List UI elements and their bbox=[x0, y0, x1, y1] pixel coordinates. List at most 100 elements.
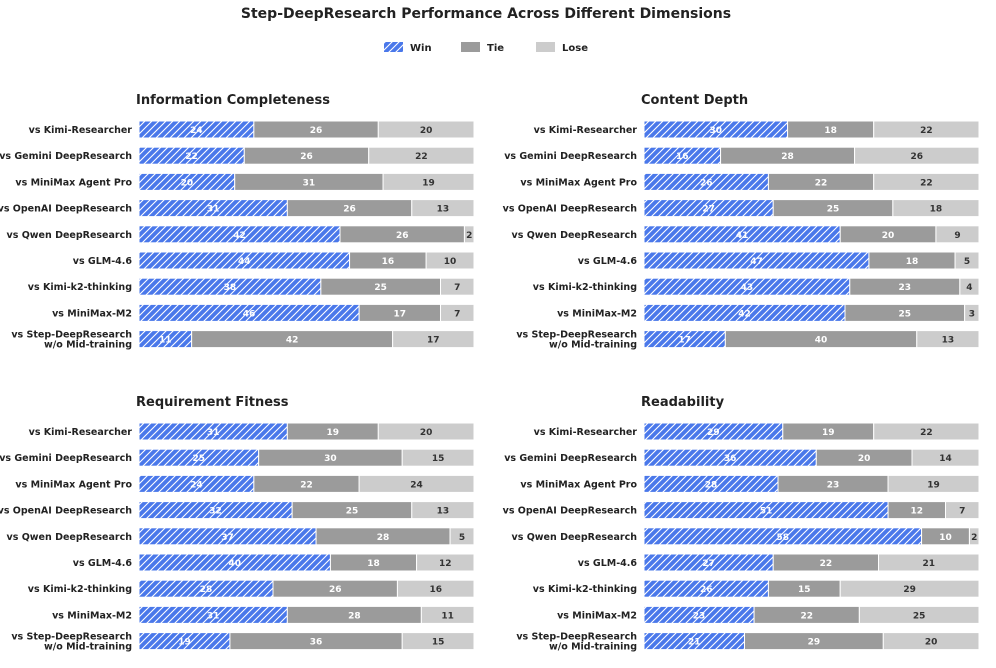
value-label-win: 42 bbox=[233, 231, 246, 241]
bar-segment-lose bbox=[401, 632, 475, 651]
bar-segment-lose bbox=[911, 448, 980, 467]
value-label-tie: 40 bbox=[815, 336, 828, 346]
bar-segment-lose bbox=[878, 553, 980, 572]
value-label-tie: 17 bbox=[394, 309, 407, 319]
value-label-tie: 18 bbox=[367, 559, 380, 569]
bar-row: vs Kimi-k2-thinking 26 15 29 bbox=[533, 579, 980, 598]
value-label-lose: 16 bbox=[429, 585, 442, 595]
category-label: vs Kimi-Researcher bbox=[534, 427, 638, 438]
category-label: vs MiniMax Agent Pro bbox=[520, 479, 637, 490]
value-label-win: 41 bbox=[736, 231, 749, 241]
legend-item-lose: Lose bbox=[536, 42, 588, 54]
value-label-win: 43 bbox=[741, 283, 754, 293]
value-label-win: 38 bbox=[224, 283, 237, 293]
category-label: vs Step-DeepResearch w/o Mid-training bbox=[516, 632, 637, 653]
bar-row: vs Kimi-Researcher 30 18 22 bbox=[534, 120, 980, 139]
value-label-tie: 26 bbox=[300, 152, 313, 162]
bar-segment-lose bbox=[854, 146, 980, 165]
category-label: vs OpenAI DeepResearch bbox=[0, 506, 132, 517]
value-label-tie: 25 bbox=[346, 507, 359, 517]
category-label: vs Gemini DeepResearch bbox=[0, 151, 132, 162]
value-label-tie: 26 bbox=[396, 231, 409, 241]
bar-row: vs Gemini DeepResearch 25 30 15 bbox=[0, 448, 475, 467]
category-label: vs Qwen DeepResearch bbox=[512, 532, 638, 543]
value-label-lose: 10 bbox=[444, 257, 457, 267]
value-label-win: 26 bbox=[700, 178, 713, 188]
value-label-tie: 19 bbox=[822, 428, 835, 438]
bar-segment-lose bbox=[873, 172, 980, 191]
bar-segment-lose bbox=[964, 303, 980, 322]
value-label-tie: 12 bbox=[911, 507, 924, 517]
bar-row: vs OpenAI DeepResearch 31 26 13 bbox=[0, 199, 475, 218]
bar-segment-lose bbox=[411, 501, 475, 520]
value-label-lose: 14 bbox=[939, 454, 952, 464]
value-label-tie: 25 bbox=[899, 309, 912, 319]
category-label: vs MiniMax-M2 bbox=[52, 610, 132, 621]
value-label-tie: 15 bbox=[798, 585, 811, 595]
bar-row: vs MiniMax Agent Pro 20 31 19 bbox=[15, 172, 475, 191]
bar-row: vs Qwen DeepResearch 42 26 2 bbox=[7, 225, 475, 244]
bar-row: vs Gemini DeepResearch 36 20 14 bbox=[504, 448, 980, 467]
category-label: vs Kimi-k2-thinking bbox=[28, 282, 132, 293]
bar-row: vs OpenAI DeepResearch 51 12 7 bbox=[503, 501, 980, 520]
bar-row: vs Gemini DeepResearch 22 26 22 bbox=[0, 146, 475, 165]
value-label-tie: 20 bbox=[882, 231, 895, 241]
bar-segment-lose bbox=[882, 632, 980, 651]
bar-segment-lose bbox=[440, 303, 475, 322]
value-label-lose: 22 bbox=[920, 428, 933, 438]
bar-segment-lose bbox=[401, 448, 475, 467]
value-label-lose: 3 bbox=[969, 309, 975, 319]
bar-segment-lose bbox=[954, 251, 980, 270]
value-label-win: 29 bbox=[707, 428, 720, 438]
chart-panels: Information Completeness vs Kimi-Research… bbox=[0, 93, 980, 653]
value-label-tie: 16 bbox=[382, 257, 395, 267]
value-label-lose: 4 bbox=[966, 283, 972, 293]
category-label: vs Qwen DeepResearch bbox=[512, 230, 638, 241]
category-label: vs Step-DeepResearch w/o Mid-training bbox=[516, 330, 637, 351]
chart-title: Step-DeepResearch Performance Across Dif… bbox=[241, 6, 731, 22]
category-label: vs Qwen DeepResearch bbox=[7, 532, 133, 543]
value-label-tie: 22 bbox=[300, 480, 313, 490]
value-label-tie: 20 bbox=[858, 454, 871, 464]
value-label-lose: 13 bbox=[942, 336, 955, 346]
value-label-win: 16 bbox=[676, 152, 689, 162]
value-label-tie: 26 bbox=[310, 126, 323, 136]
value-label-lose: 7 bbox=[454, 309, 460, 319]
value-label-lose: 15 bbox=[432, 638, 445, 648]
value-label-tie: 29 bbox=[808, 638, 821, 648]
value-label-win: 58 bbox=[777, 533, 790, 543]
bar-row: vs MiniMax-M2 31 28 11 bbox=[52, 605, 475, 624]
bar-row: vs Kimi-Researcher 31 19 20 bbox=[29, 422, 475, 441]
category-label: vs Kimi-Researcher bbox=[534, 125, 638, 136]
bar-segment-lose bbox=[396, 579, 475, 598]
value-label-win: 11 bbox=[159, 336, 172, 346]
bar-segment-lose bbox=[945, 501, 980, 520]
bar-row: vs Step-DeepResearch w/o Mid-training 21 29… bbox=[516, 632, 980, 653]
bar-row: vs MiniMax Agent Pro 28 23 19 bbox=[520, 474, 980, 493]
value-label-win: 17 bbox=[678, 336, 691, 346]
legend-label-win: Win bbox=[410, 43, 432, 54]
category-label: vs Kimi-k2-thinking bbox=[533, 282, 637, 293]
legend-label-lose: Lose bbox=[562, 43, 588, 54]
bar-row: vs Kimi-k2-thinking 43 23 4 bbox=[533, 277, 980, 296]
bar-row: vs Step-DeepResearch w/o Mid-training 19 36… bbox=[11, 632, 475, 653]
category-label: vs MiniMax Agent Pro bbox=[15, 479, 132, 490]
value-label-tie: 25 bbox=[374, 283, 387, 293]
value-label-win: 42 bbox=[738, 309, 751, 319]
legend-swatch-win bbox=[384, 42, 403, 52]
bar-row: vs GLM-4.6 44 16 10 bbox=[73, 251, 475, 270]
bar-row: vs OpenAI DeepResearch 32 25 13 bbox=[0, 501, 475, 520]
value-label-lose: 22 bbox=[920, 178, 933, 188]
value-label-lose: 12 bbox=[439, 559, 452, 569]
value-label-win: 30 bbox=[710, 126, 723, 136]
bar-row: vs Qwen DeepResearch 37 28 5 bbox=[7, 527, 475, 546]
category-label: vs Kimi-k2-thinking bbox=[28, 584, 132, 595]
legend-swatch-tie bbox=[461, 42, 480, 52]
value-label-win: 51 bbox=[760, 507, 773, 517]
value-label-lose: 22 bbox=[920, 126, 933, 136]
value-label-win: 21 bbox=[688, 638, 701, 648]
value-label-lose: 20 bbox=[420, 428, 433, 438]
category-label: vs MiniMax Agent Pro bbox=[15, 177, 132, 188]
bar-segment-lose bbox=[873, 422, 980, 441]
